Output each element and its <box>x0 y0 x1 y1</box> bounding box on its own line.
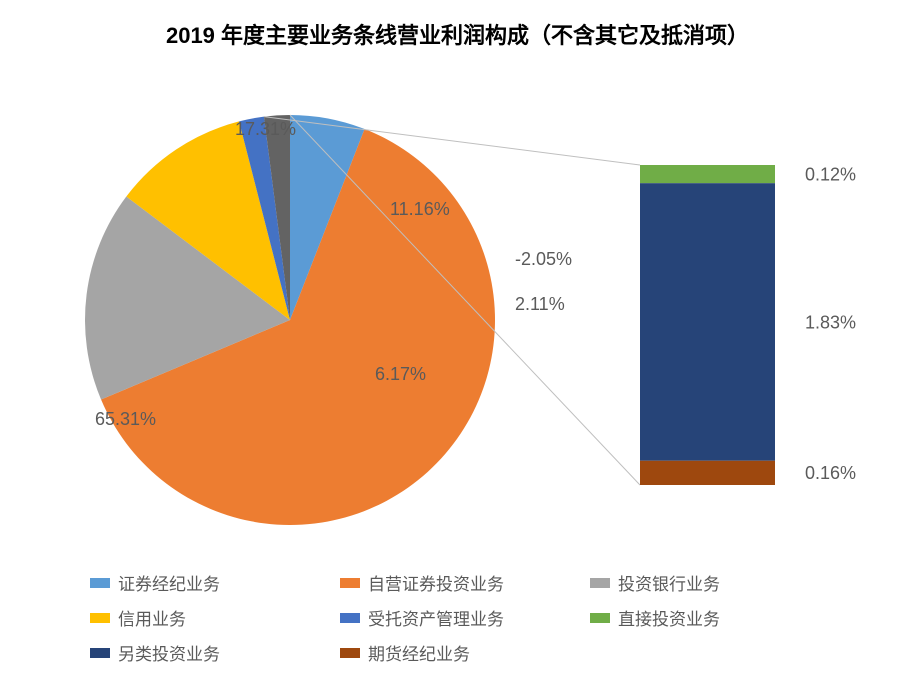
bar-segment-alt <box>640 183 775 461</box>
legend-row: 信用业务 受托资产管理业务 直接投资业务 <box>90 605 850 630</box>
bar-label-futures: 0.16% <box>805 463 856 483</box>
legend-label: 证券经纪业务 <box>118 570 220 595</box>
legend-label: 投资银行业务 <box>618 570 720 595</box>
slice-label-trust: -2.05% <box>515 249 572 269</box>
legend-swatch <box>90 578 110 588</box>
slice-label-ibank: 17.31% <box>235 119 296 139</box>
legend-row: 另类投资业务 期货经纪业务 <box>90 640 850 665</box>
legend-item: 期货经纪业务 <box>340 640 590 665</box>
legend-label: 期货经纪业务 <box>368 640 470 665</box>
legend-swatch <box>590 613 610 623</box>
legend-item: 直接投资业务 <box>590 605 840 630</box>
slice-label-credit: 11.16% <box>390 199 450 219</box>
legend-row: 证券经纪业务 自营证券投资业务 投资银行业务 <box>90 570 850 595</box>
slice-label-prop: 65.31% <box>95 409 156 429</box>
legend-swatch <box>340 648 360 658</box>
legend-item: 另类投资业务 <box>90 640 340 665</box>
slice-label-other_grp: 2.11% <box>515 294 565 314</box>
bar-label-alt: 1.83% <box>805 312 856 332</box>
legend: 证券经纪业务 自营证券投资业务 投资银行业务信用业务 受托资产管理业务 直接投资业务另类… <box>90 570 850 675</box>
bar-segment-direct <box>640 165 775 183</box>
legend-item: 证券经纪业务 <box>90 570 340 595</box>
legend-swatch <box>90 613 110 623</box>
chart-title: 2019 年度主要业务条线营业利润构成（不含其它及抵消项） <box>0 18 915 50</box>
legend-swatch <box>340 613 360 623</box>
bar-label-direct: 0.12% <box>805 164 856 184</box>
legend-item: 投资银行业务 <box>590 570 840 595</box>
legend-item: 受托资产管理业务 <box>340 605 590 630</box>
legend-label: 另类投资业务 <box>118 640 220 665</box>
legend-label: 信用业务 <box>118 605 186 630</box>
legend-item: 信用业务 <box>90 605 340 630</box>
bar-segment-futures <box>640 461 775 485</box>
legend-swatch <box>340 578 360 588</box>
legend-label: 直接投资业务 <box>618 605 720 630</box>
legend-item: 自营证券投资业务 <box>340 570 590 595</box>
pie-with-bar-chart: 6.17% 65.31% 17.31% 11.16% -2.05% 2.11% 0.12% 1… <box>0 75 915 545</box>
legend-label: 受托资产管理业务 <box>368 605 504 630</box>
legend-label: 自营证券投资业务 <box>368 570 504 595</box>
legend-swatch <box>90 648 110 658</box>
legend-swatch <box>590 578 610 588</box>
slice-label-broker: 6.17% <box>375 364 426 384</box>
